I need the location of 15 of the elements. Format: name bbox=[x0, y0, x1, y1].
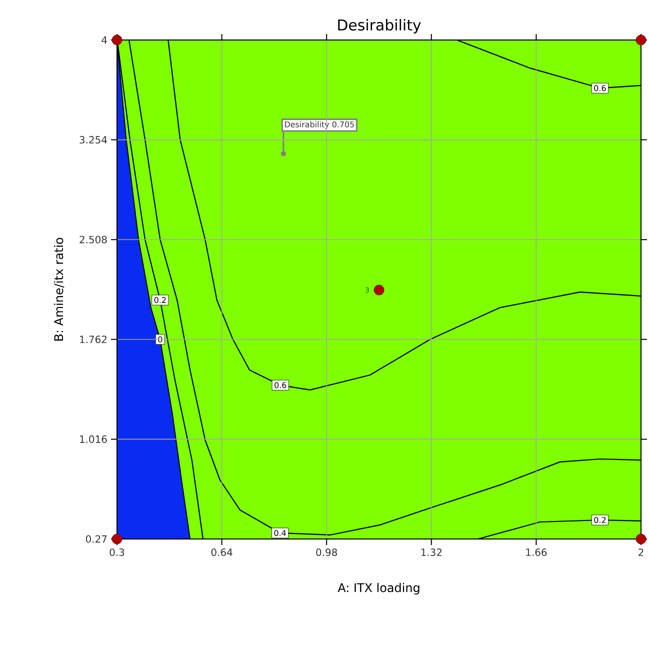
y-tick-label: 1.016 bbox=[80, 435, 107, 443]
y-tick-label: 0.27 bbox=[86, 535, 107, 543]
x-tick-label: 1.66 bbox=[526, 548, 547, 556]
y-tick-label: 3.254 bbox=[80, 136, 107, 144]
chart-title: Desirability bbox=[338, 19, 421, 34]
y-tick-label: 1.762 bbox=[80, 336, 106, 344]
x-axis-title: A: ITX loading bbox=[338, 582, 420, 594]
x-tick-label: 1.32 bbox=[421, 548, 442, 556]
x-tick-label: 0.3 bbox=[110, 548, 124, 556]
y-tick-label: 2.508 bbox=[80, 236, 107, 244]
y-axis-title: B: Amine/itx ratio bbox=[54, 238, 64, 341]
x-tick-label: 0.64 bbox=[211, 548, 232, 556]
y-tick-label: 4 bbox=[102, 36, 107, 44]
x-tick-label: 2 bbox=[638, 548, 644, 556]
x-tick-label: 0.98 bbox=[316, 548, 338, 556]
